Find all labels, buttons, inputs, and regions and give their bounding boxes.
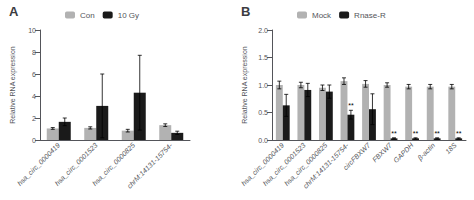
svg-text:hsa_circ_0000825: hsa_circ_0000825 bbox=[90, 141, 137, 187]
svg-text:**: ** bbox=[391, 130, 397, 137]
svg-text:Relative RNA expression: Relative RNA expression bbox=[241, 46, 249, 124]
svg-text:Rnase-R: Rnase-R bbox=[354, 11, 386, 20]
svg-text:hsa_circ_0000419: hsa_circ_0000419 bbox=[15, 141, 62, 187]
svg-text:FBXW7: FBXW7 bbox=[371, 141, 394, 164]
svg-text:1.5: 1.5 bbox=[258, 54, 268, 61]
svg-text:4: 4 bbox=[32, 93, 36, 100]
svg-text:Mock: Mock bbox=[312, 11, 332, 20]
svg-text:**: ** bbox=[348, 102, 354, 109]
svg-text:**: ** bbox=[413, 130, 419, 137]
svg-text:chrM:14131-15754-: chrM:14131-15754- bbox=[301, 141, 350, 190]
svg-text:chrM:14131-15754-: chrM:14131-15754- bbox=[126, 141, 175, 190]
svg-text:10 Gy: 10 Gy bbox=[118, 11, 139, 20]
svg-text:2.0: 2.0 bbox=[258, 27, 268, 34]
svg-text:10: 10 bbox=[28, 27, 36, 34]
svg-text:18S: 18S bbox=[444, 141, 458, 155]
svg-text:Con: Con bbox=[80, 11, 95, 20]
svg-text:A: A bbox=[9, 4, 19, 19]
svg-text:hsa_circ_0001523: hsa_circ_0001523 bbox=[53, 141, 99, 187]
svg-text:circFBXW7: circFBXW7 bbox=[342, 141, 372, 171]
svg-text:0.5: 0.5 bbox=[258, 109, 268, 116]
svg-text:hsa_circ_0000419: hsa_circ_0000419 bbox=[239, 141, 286, 187]
svg-text:1.0: 1.0 bbox=[258, 82, 268, 89]
svg-text:6: 6 bbox=[32, 71, 36, 78]
svg-text:β-actin: β-actin bbox=[416, 141, 437, 162]
svg-text:B: B bbox=[241, 4, 250, 19]
svg-text:hsa_circ_0000825: hsa_circ_0000825 bbox=[283, 141, 329, 187]
svg-text:Relative RNA expression: Relative RNA expression bbox=[9, 46, 17, 124]
svg-text:hsa_circ_0001523: hsa_circ_0001523 bbox=[261, 141, 307, 187]
svg-text:**: ** bbox=[456, 130, 462, 137]
svg-text:0.0: 0.0 bbox=[258, 137, 268, 144]
svg-text:GAPDH: GAPDH bbox=[392, 141, 415, 164]
svg-text:**: ** bbox=[434, 130, 440, 137]
svg-text:2: 2 bbox=[32, 115, 36, 122]
svg-text:0: 0 bbox=[32, 137, 36, 144]
svg-text:8: 8 bbox=[32, 49, 36, 56]
